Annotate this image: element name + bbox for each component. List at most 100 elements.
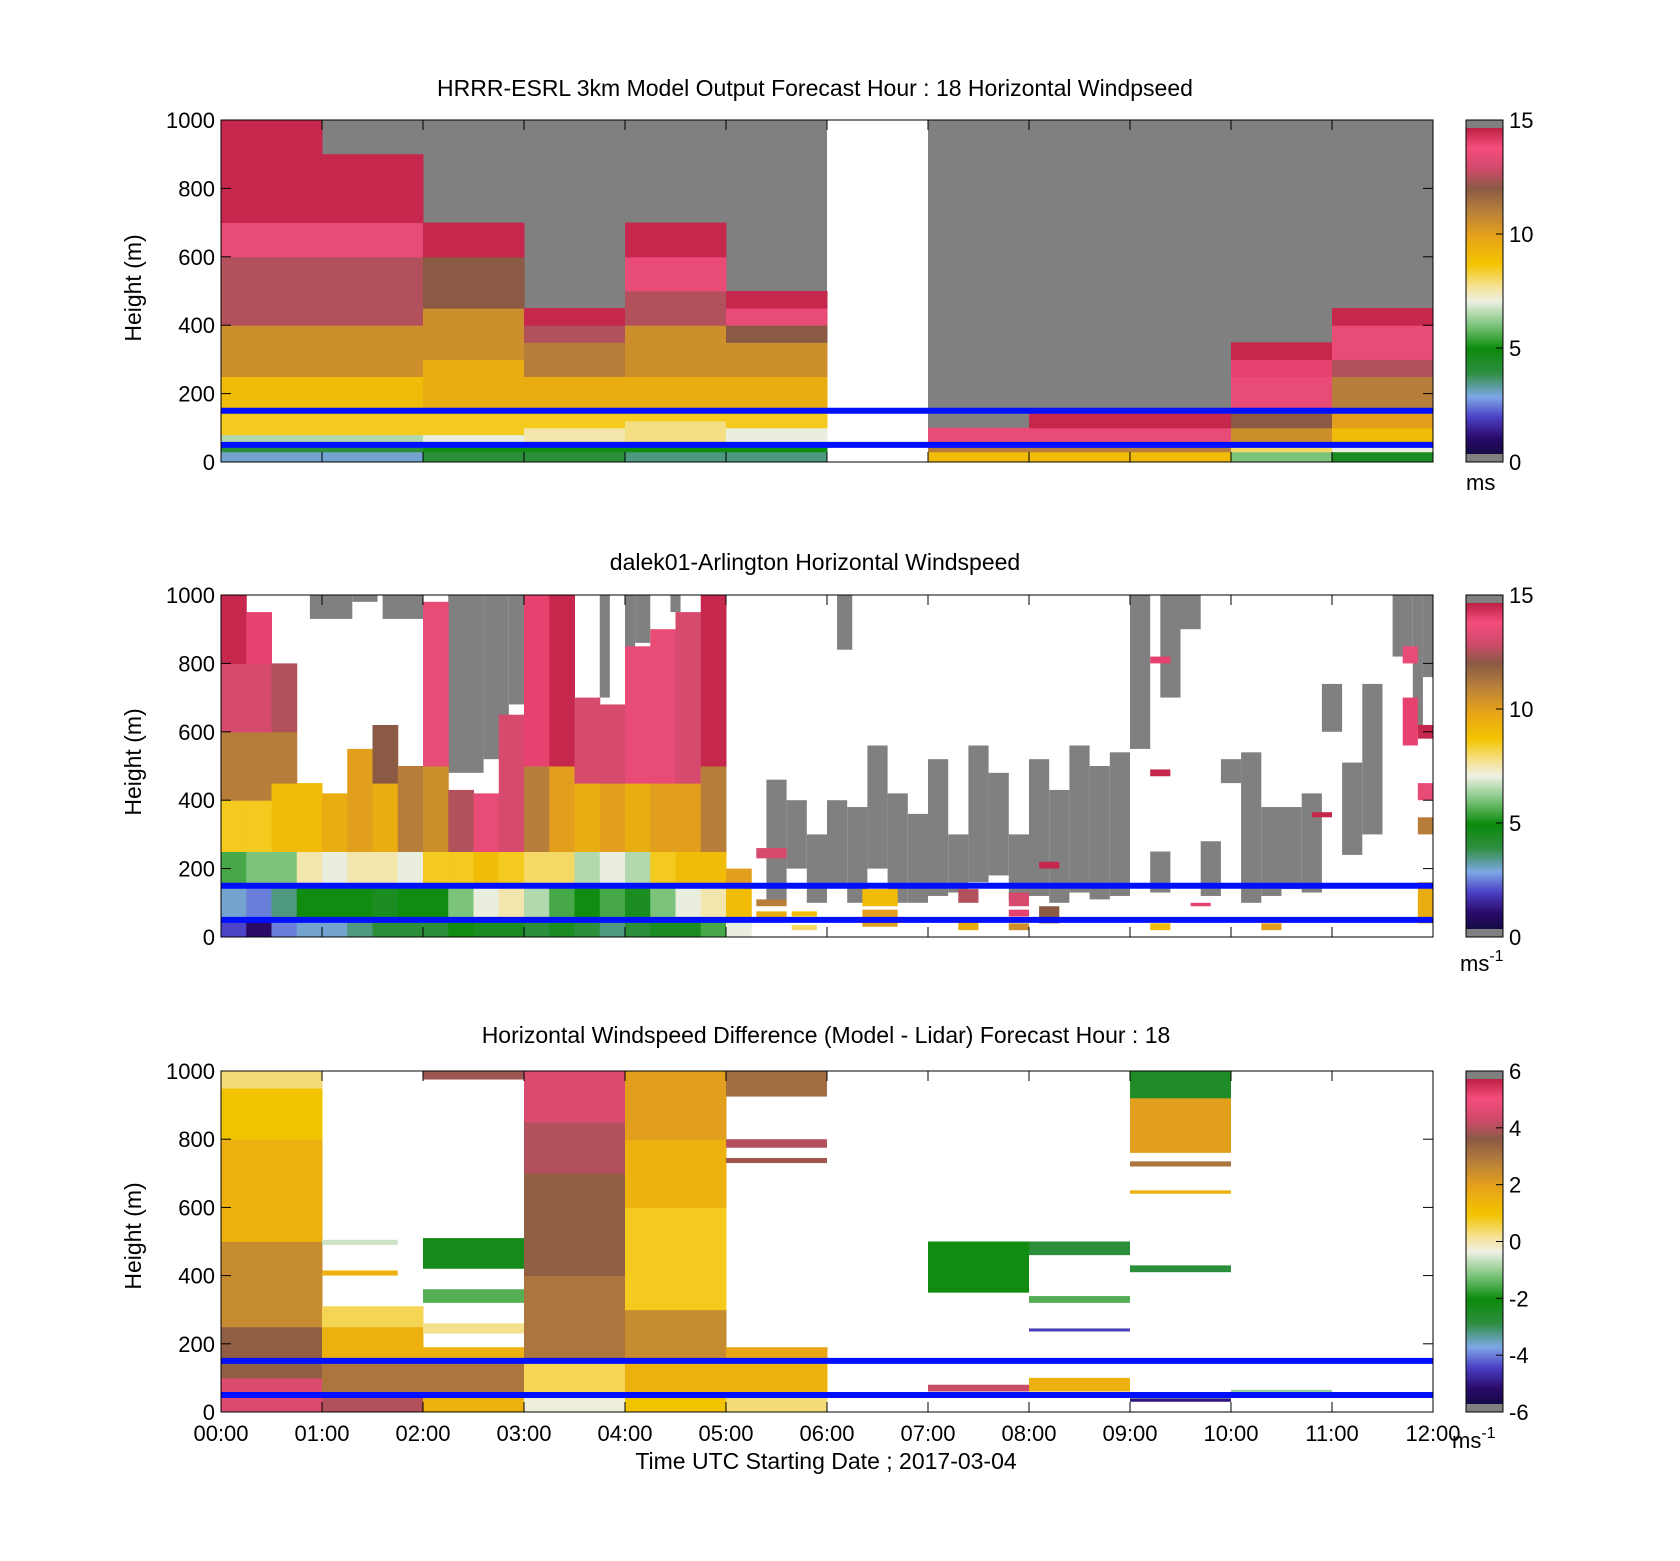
heatmap-cell — [625, 376, 727, 412]
colorbar-tick-label: 0 — [1509, 1230, 1521, 1255]
panel-title: dalek01-Arlington Horizontal Windspeed — [610, 549, 1020, 575]
heatmap-cell — [1029, 427, 1131, 446]
heatmap-cell — [296, 851, 323, 887]
heatmap-cell — [675, 851, 702, 887]
heatmap-cell — [1130, 1161, 1231, 1167]
nodata-cell — [1130, 595, 1151, 749]
plot-area: 0 200 400 600 800 1000 — [166, 108, 1434, 475]
x-tick-label: 06:00 — [799, 1421, 854, 1446]
heatmap-cell — [726, 1360, 828, 1393]
heatmap-cell — [625, 1139, 727, 1208]
heatmap-cell — [423, 256, 525, 309]
heatmap-cell — [1231, 451, 1333, 463]
heatmap-cell — [372, 885, 399, 917]
heatmap-cell — [221, 256, 323, 326]
x-tick-label: 09:00 — [1102, 1421, 1157, 1446]
heatmap-cell — [524, 595, 550, 767]
heatmap-cell — [599, 783, 626, 852]
nodata-cell — [635, 595, 651, 643]
heatmap-cell — [524, 410, 626, 429]
colorbar-tick-label: 5 — [1509, 811, 1521, 836]
heatmap-cell — [726, 444, 828, 453]
heatmap-cell — [1332, 410, 1434, 429]
heatmap-cell — [246, 663, 272, 733]
heatmap-cell — [650, 851, 676, 887]
nodata-cell — [352, 595, 378, 602]
colorbar-tick-label: 2 — [1509, 1173, 1521, 1198]
heatmap-cell — [625, 256, 727, 292]
heatmap-cell — [1332, 444, 1434, 453]
heatmap-cell — [625, 222, 727, 258]
nodata-cell — [1130, 120, 1231, 462]
nodata-cell — [1180, 595, 1201, 630]
heatmap-cell — [1029, 1241, 1130, 1256]
nodata-cell — [382, 595, 423, 619]
panel-model-output: HRRR-ESRL 3km Model Output Forecast Hour… — [120, 75, 1533, 495]
colorbar-cap — [1466, 1071, 1503, 1079]
heatmap-cell — [221, 325, 323, 377]
heatmap-cell — [625, 851, 651, 887]
y-tick-label: 0 — [203, 925, 215, 950]
x-tick-label: 01:00 — [294, 1421, 349, 1446]
heatmap-cell — [473, 793, 500, 852]
heatmap-cell — [347, 851, 373, 887]
heatmap-cell — [221, 410, 323, 436]
heatmap-cell — [1332, 376, 1434, 412]
heatmap-cell — [625, 646, 651, 784]
heatmap-cell — [322, 222, 424, 258]
nodata-cell — [1029, 120, 1130, 462]
heatmap-cell — [791, 911, 817, 917]
colorbar: 0 5 10 15 — [1465, 108, 1533, 475]
heatmap-cell — [322, 793, 348, 852]
heatmap-cell — [928, 1384, 1029, 1392]
nodata-cell — [1089, 766, 1110, 900]
heatmap-cell — [650, 885, 676, 917]
nodata-cell — [928, 759, 949, 896]
colorbar-cap — [1466, 454, 1503, 462]
heatmap-cell — [1332, 308, 1434, 326]
heatmap-cell — [1417, 783, 1433, 801]
heatmap-cell — [322, 434, 424, 446]
heatmap-cell — [322, 410, 424, 436]
heatmap-cell — [726, 342, 828, 377]
heatmap-cell — [1130, 444, 1232, 453]
colorbar-cap — [1466, 595, 1503, 603]
y-tick-label: 400 — [178, 313, 215, 338]
heatmap-cell — [246, 800, 272, 852]
nodata-cell — [907, 813, 928, 903]
nodata-cell — [1392, 595, 1413, 657]
nodata-cell — [1160, 595, 1181, 698]
y-tick-label: 400 — [178, 788, 215, 813]
colorbar-cap — [1466, 1404, 1503, 1412]
heatmap-cell — [473, 885, 500, 917]
nodata-cell — [1422, 595, 1433, 678]
heatmap-cell — [221, 1088, 323, 1140]
heatmap-cell — [423, 1347, 525, 1362]
heatmap-cell — [347, 885, 373, 917]
heatmap-cell — [625, 291, 727, 326]
heatmap-cell — [423, 451, 525, 463]
heatmap-cell — [271, 885, 298, 917]
y-axis-label: Height (m) — [120, 708, 146, 815]
heatmap-cell — [574, 783, 601, 852]
heatmap-cell — [221, 1241, 323, 1328]
plot-area: 0 200 400 600 800 1000 00:00 01:00 02:00 03:00 04:… — [166, 1059, 1460, 1446]
y-tick-label: 200 — [178, 1332, 215, 1357]
heatmap-cell — [221, 595, 247, 664]
x-tick-label: 12:00 — [1405, 1421, 1460, 1446]
heatmap-cell — [473, 851, 500, 887]
heatmap-cell — [1150, 923, 1171, 931]
heatmap-cell — [625, 1360, 727, 1393]
heatmap-cell — [1039, 861, 1060, 869]
heatmap-cell — [221, 1071, 323, 1089]
heatmap-cell — [1332, 359, 1434, 377]
colorbar-tick-label: 0 — [1509, 450, 1521, 475]
colorbar-gradient — [1465, 119, 1504, 463]
heatmap-cell — [322, 851, 348, 887]
heatmap-cell — [271, 663, 298, 733]
nodata-cell — [1362, 683, 1383, 835]
heatmap-cell — [1130, 410, 1232, 429]
colorbar-tick-label: 15 — [1509, 108, 1533, 133]
nodata-cell — [867, 745, 888, 869]
heatmap-cell — [726, 1347, 828, 1362]
